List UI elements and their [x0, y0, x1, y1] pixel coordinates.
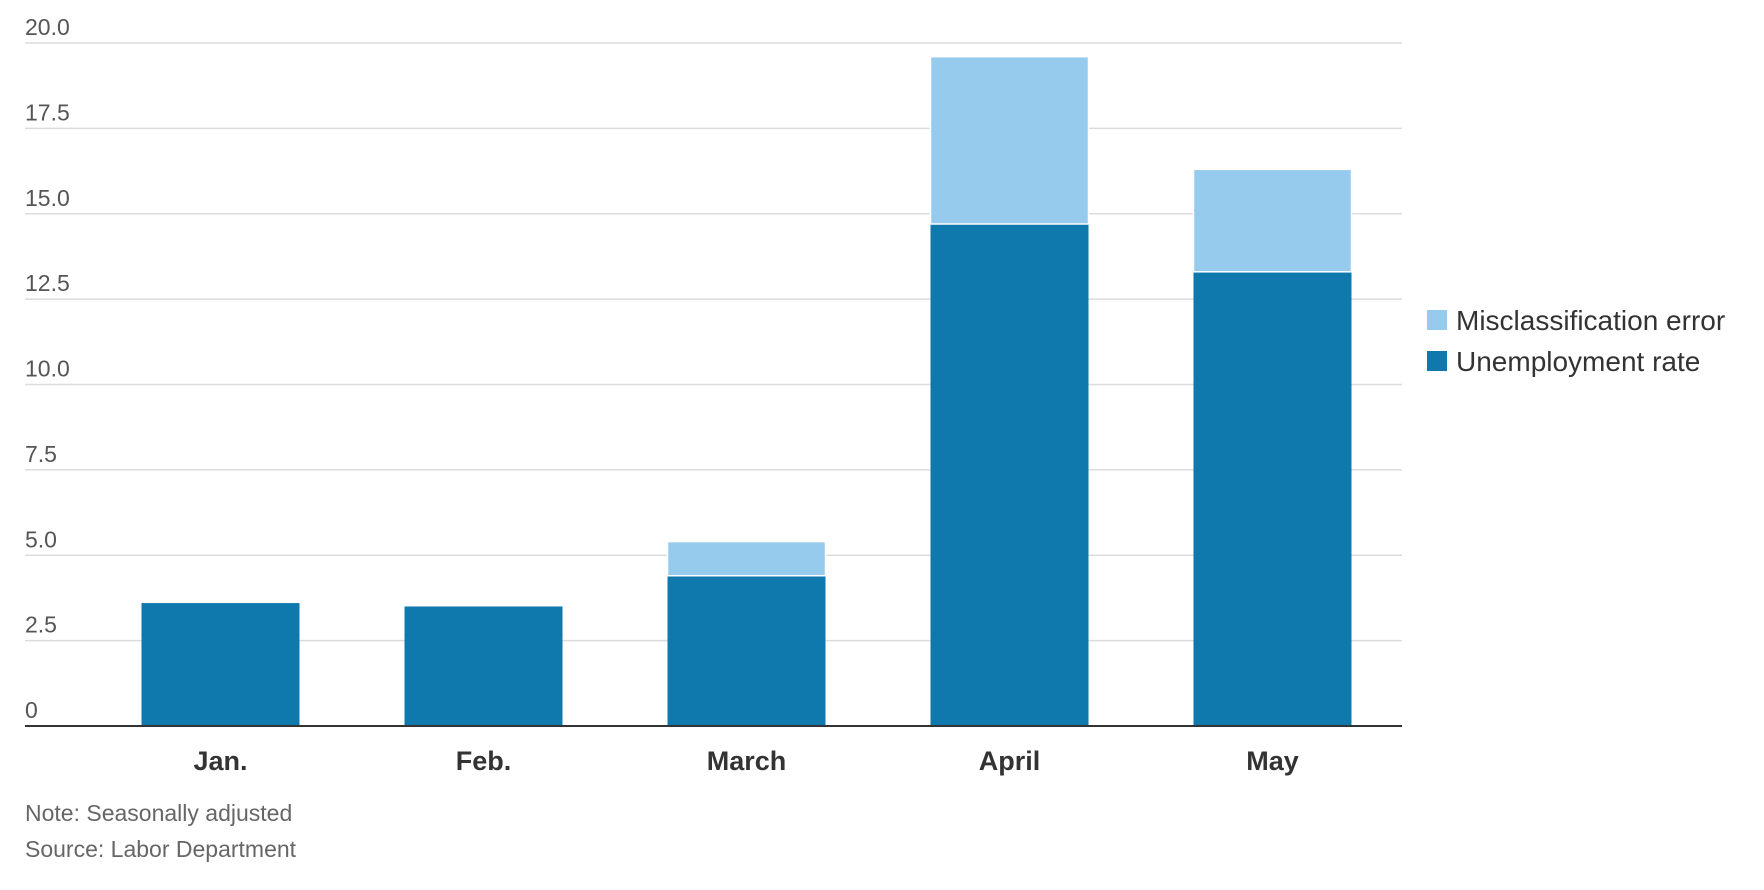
x-tick-label: Feb. [456, 746, 512, 776]
bar-segment [1192, 168, 1353, 273]
y-tick-label: 17.5 [25, 99, 70, 125]
y-tick-label: 2.5 [25, 612, 57, 638]
note: Note: Seasonally adjusted [25, 800, 292, 826]
y-tick-label: 0 [25, 697, 38, 723]
y-tick-label: 5.0 [25, 526, 57, 552]
bar-segment [930, 223, 1089, 726]
bar-segment [404, 606, 563, 726]
bar-segment [929, 55, 1090, 225]
x-tick-label: Jan. [193, 746, 247, 776]
y-tick-label: 10.0 [25, 356, 70, 382]
x-tick-label: April [979, 746, 1041, 776]
bar-segment [141, 603, 300, 726]
legend-label: Misclassification error [1456, 305, 1725, 336]
bar-segment [667, 575, 826, 726]
y-tick-label: 7.5 [25, 441, 57, 467]
y-tick-label: 20.0 [25, 14, 70, 40]
bar-segment [666, 540, 827, 577]
x-tick-label: March [707, 746, 787, 776]
legend-swatch [1427, 351, 1447, 371]
note: Source: Labor Department [25, 836, 297, 862]
y-tick-label: 12.5 [25, 270, 70, 296]
x-tick-label: May [1246, 746, 1299, 776]
legend-label: Unemployment rate [1456, 346, 1700, 377]
bar-segment [1193, 271, 1352, 726]
legend-swatch [1427, 310, 1447, 330]
y-tick-label: 15.0 [25, 185, 70, 211]
